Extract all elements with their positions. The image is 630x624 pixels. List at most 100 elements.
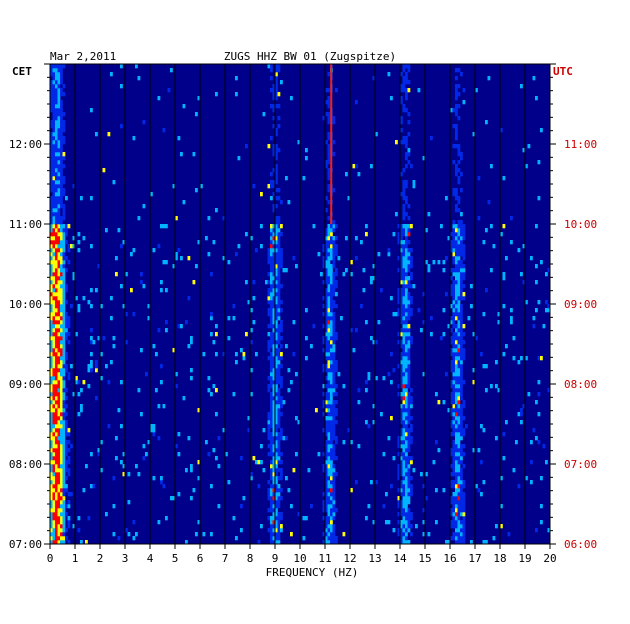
heatmap-cell xyxy=(72,276,76,281)
heatmap-cell xyxy=(407,524,411,529)
x-tick-label: 5 xyxy=(172,552,179,565)
heatmap-cell xyxy=(457,300,461,305)
heatmap-cell xyxy=(407,512,411,517)
heatmap-cell xyxy=(277,348,281,353)
heatmap-cell xyxy=(70,364,73,369)
heatmap-cell xyxy=(60,112,63,117)
heatmap-cell xyxy=(332,288,336,293)
heatmap-cell xyxy=(152,476,156,481)
heatmap-cell xyxy=(335,436,338,441)
heatmap-cell xyxy=(295,416,298,421)
heatmap-cell xyxy=(352,164,356,169)
heatmap-cell xyxy=(402,344,406,349)
heatmap-cell xyxy=(57,100,61,105)
heatmap-cell xyxy=(137,388,141,393)
heatmap-cell xyxy=(462,244,466,249)
heatmap-cell xyxy=(55,424,58,429)
heatmap-cell xyxy=(50,456,53,461)
heatmap-cell xyxy=(62,176,66,181)
heatmap-cell xyxy=(277,264,281,269)
heatmap-cell xyxy=(405,480,408,485)
heatmap-cell xyxy=(95,360,98,365)
heatmap-cell xyxy=(400,248,403,253)
heatmap-cell xyxy=(450,348,453,353)
heatmap-cell xyxy=(120,64,123,69)
heatmap-cell xyxy=(425,496,428,501)
heatmap-cell xyxy=(325,520,328,525)
heatmap-cell xyxy=(462,508,466,513)
heatmap-cell xyxy=(272,316,276,321)
heatmap-cell xyxy=(92,340,96,345)
heatmap-cell xyxy=(455,456,458,461)
heatmap-cell xyxy=(52,284,56,289)
heatmap-cell xyxy=(450,496,453,501)
heatmap-cell xyxy=(277,124,281,129)
heatmap-cell xyxy=(272,268,276,273)
heatmap-cell xyxy=(402,204,406,209)
heatmap-cell xyxy=(127,532,131,537)
heatmap-cell xyxy=(52,532,56,537)
heatmap-cell xyxy=(457,532,461,537)
heatmap-cell xyxy=(277,380,281,385)
heatmap-cell xyxy=(272,496,276,501)
heatmap-cell xyxy=(55,468,58,473)
heatmap-cell xyxy=(347,196,351,201)
heatmap-cell xyxy=(275,148,278,153)
heatmap-cell xyxy=(327,452,331,457)
heatmap-cell xyxy=(330,380,333,385)
heatmap-cell xyxy=(402,424,406,429)
heatmap-cell xyxy=(90,196,93,201)
heatmap-cell xyxy=(400,512,403,517)
heatmap-cell xyxy=(65,464,68,469)
heatmap-cell xyxy=(332,432,336,437)
heatmap-cell xyxy=(400,240,403,245)
heatmap-cell xyxy=(250,340,253,345)
heatmap-cell xyxy=(57,292,61,297)
heatmap-cell xyxy=(405,268,408,273)
heatmap-cell xyxy=(407,148,411,153)
heatmap-cell xyxy=(402,212,406,217)
heatmap-cell xyxy=(365,388,368,393)
heatmap-cell xyxy=(325,460,328,465)
heatmap-cell xyxy=(52,120,56,125)
heatmap-cell xyxy=(327,240,331,245)
heatmap-cell xyxy=(407,344,411,349)
heatmap-cell xyxy=(62,460,66,465)
heatmap-cell xyxy=(275,452,278,457)
heatmap-cell xyxy=(67,448,71,453)
heatmap-cell xyxy=(60,308,63,313)
heatmap-cell xyxy=(267,496,271,501)
heatmap-cell xyxy=(137,216,141,221)
heatmap-cell xyxy=(397,240,401,245)
heatmap-cell xyxy=(462,532,466,537)
heatmap-cell xyxy=(405,508,408,513)
heatmap-cell xyxy=(462,252,466,257)
heatmap-cell xyxy=(280,324,283,329)
heatmap-cell xyxy=(65,316,68,321)
heatmap-cell xyxy=(322,404,326,409)
heatmap-cell xyxy=(115,456,118,461)
heatmap-cell xyxy=(455,76,458,81)
heatmap-cell xyxy=(422,156,426,161)
heatmap-cell xyxy=(97,452,101,457)
heatmap-cell xyxy=(175,252,178,257)
heatmap-cell xyxy=(330,432,333,437)
heatmap-cell xyxy=(62,136,66,141)
heatmap-cell xyxy=(277,296,281,301)
heatmap-cell xyxy=(405,448,408,453)
heatmap-cell xyxy=(330,528,333,533)
heatmap-cell xyxy=(272,224,276,229)
heatmap-cell xyxy=(462,484,466,489)
heatmap-cell xyxy=(405,368,408,373)
heatmap-cell xyxy=(112,532,116,537)
heatmap-cell xyxy=(60,180,63,185)
heatmap-cell xyxy=(215,352,218,357)
heatmap-cell xyxy=(277,416,281,421)
heatmap-cell xyxy=(452,160,456,165)
heatmap-cell xyxy=(475,336,478,341)
heatmap-cell xyxy=(277,260,281,265)
heatmap-cell xyxy=(452,428,456,433)
heatmap-cell xyxy=(460,264,463,269)
heatmap-cell xyxy=(405,472,408,477)
heatmap-cell xyxy=(450,240,453,245)
